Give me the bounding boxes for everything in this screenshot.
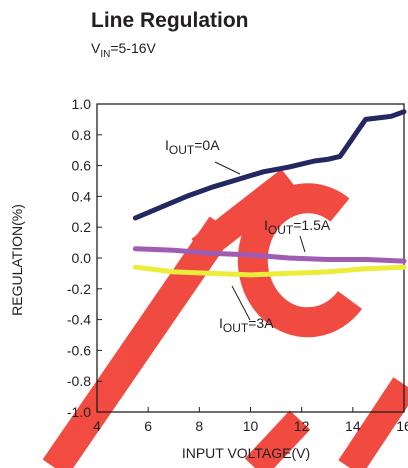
series-label-main: I	[165, 137, 169, 153]
y-tick-label: -1.0	[67, 404, 91, 420]
x-tick-label: 8	[195, 418, 203, 434]
series-label: IOUT=0A	[165, 137, 220, 157]
series-label-main: I	[219, 315, 223, 331]
subtitle-rest: =5-16V	[110, 40, 156, 56]
x-tick-label: 10	[243, 418, 259, 434]
y-tick-label: -0.8	[67, 373, 91, 389]
series-label-rest: =0A	[194, 137, 220, 153]
x-tick-label: 6	[144, 418, 152, 434]
y-tick-label: 0.6	[72, 158, 92, 174]
y-tick-label: -0.6	[67, 342, 91, 358]
series-line-1	[132, 246, 407, 264]
x-tick-label: 14	[345, 418, 361, 434]
y-tick-label: 0.0	[72, 250, 92, 266]
series-label-leader	[214, 161, 241, 175]
series-line-0	[132, 109, 407, 221]
plot-axes	[96, 103, 405, 413]
y-tick-label: 1.0	[72, 96, 92, 112]
chart-subtitle: VIN=5-16V	[91, 40, 156, 60]
series-label-rest: =1.5A	[293, 217, 331, 233]
x-tick-label: 4	[93, 418, 101, 434]
series-label-subscript: OUT	[169, 143, 195, 157]
series-line-2	[132, 264, 407, 278]
y-axis-label: REGULATION(%)	[9, 204, 25, 316]
series-label-subscript: OUT	[268, 223, 294, 237]
y-tick-label: -0.4	[67, 312, 91, 328]
x-tick-label: 12	[294, 418, 310, 434]
subtitle-main: V	[91, 40, 101, 56]
series-label: IOUT=3A	[219, 315, 274, 335]
y-tick-label: 0.8	[72, 127, 92, 143]
watermark	[42, 168, 408, 468]
series-label: IOUT=1.5A	[264, 217, 331, 237]
series-label-rest: =3A	[248, 315, 274, 331]
chart-title: Line Regulation	[91, 9, 249, 32]
tick-labels: 1.0 0.8 0.6 0.4 0.2 0.0 -0.2 -0.4 -0.6 -0.8 -1.04 6…	[67, 96, 408, 434]
y-tick-label: 0.2	[72, 219, 92, 235]
y-tick-label: -0.2	[67, 281, 91, 297]
series-label-leader	[231, 285, 251, 321]
x-tick-label: 16	[396, 418, 408, 434]
series-label-main: I	[264, 217, 268, 233]
subtitle-subscript: IN	[100, 48, 111, 60]
series-layer	[132, 109, 407, 278]
series-label-leader	[299, 235, 306, 253]
series-label-subscript: OUT	[223, 321, 249, 335]
x-axis-label: INPUT VOLTAGE(V)	[182, 445, 310, 461]
y-tick-label: 0.4	[72, 188, 92, 204]
